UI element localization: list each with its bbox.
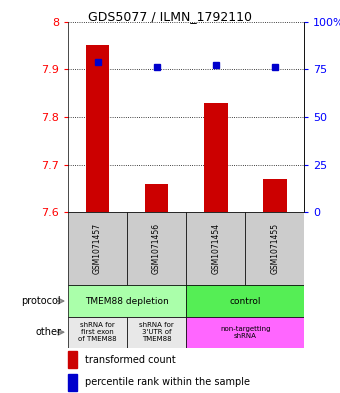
Text: percentile rank within the sample: percentile rank within the sample <box>85 377 250 387</box>
Text: GSM1071455: GSM1071455 <box>270 223 279 274</box>
Text: non-targetting
shRNA: non-targetting shRNA <box>220 326 271 339</box>
Bar <box>127 212 186 285</box>
Bar <box>68 285 186 317</box>
Text: shRNA for
3'UTR of
TMEM88: shRNA for 3'UTR of TMEM88 <box>139 322 174 342</box>
Text: transformed count: transformed count <box>85 354 175 365</box>
Bar <box>186 317 304 348</box>
Bar <box>68 212 127 285</box>
Bar <box>68 317 127 348</box>
Bar <box>204 103 227 212</box>
Bar <box>68 351 78 368</box>
Bar <box>145 184 168 212</box>
Bar <box>68 374 78 391</box>
Bar <box>245 212 304 285</box>
Text: other: other <box>35 327 61 337</box>
Bar <box>127 317 186 348</box>
Text: shRNA for
first exon
of TMEM88: shRNA for first exon of TMEM88 <box>78 322 117 342</box>
Text: control: control <box>230 297 261 305</box>
Text: GSM1071454: GSM1071454 <box>211 223 220 274</box>
Text: protocol: protocol <box>21 296 61 306</box>
Bar <box>186 212 245 285</box>
Text: GSM1071457: GSM1071457 <box>93 223 102 274</box>
Text: GSM1071456: GSM1071456 <box>152 223 161 274</box>
Bar <box>263 179 287 212</box>
Text: TMEM88 depletion: TMEM88 depletion <box>85 297 169 305</box>
Text: GDS5077 / ILMN_1792110: GDS5077 / ILMN_1792110 <box>88 10 252 23</box>
Bar <box>86 46 109 212</box>
Bar <box>186 285 304 317</box>
